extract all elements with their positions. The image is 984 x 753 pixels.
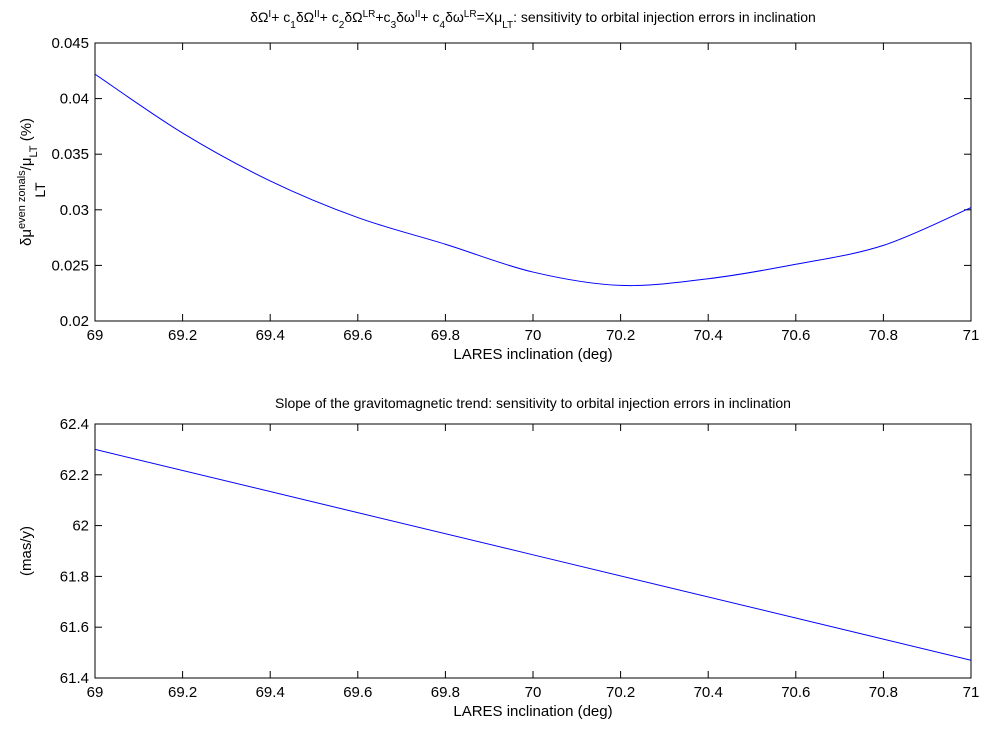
x-tick-label: 71 [963,684,980,701]
y-axis-label: (mas/y) [18,526,35,576]
x-tick-label: 70.8 [869,684,898,701]
y-tick-label: 0.045 [51,35,89,52]
x-tick-label: 70.4 [694,327,723,344]
plot-area [94,423,972,679]
x-tick-label: 69 [87,684,104,701]
x-tick-label: 69.2 [168,684,197,701]
y-axis-label-subscript: LT [32,182,48,198]
x-tick-label: 70.8 [869,327,898,344]
x-axis-label: LARES inclination (deg) [453,703,612,720]
x-tick-label: 69 [87,327,104,344]
x-tick-label: 69.8 [431,684,460,701]
y-tick-label: 62.4 [60,416,89,433]
x-tick-label: 70.6 [781,684,810,701]
x-tick-label: 70.2 [606,684,635,701]
y-tick-label: 0.02 [60,313,89,330]
x-tick-label: 69.2 [168,327,197,344]
chart-title: Slope of the gravitomagnetic trend: sens… [275,395,791,411]
x-tick-label: 69.6 [343,327,372,344]
y-tick-label: 62 [72,518,89,535]
series-line [95,448,971,661]
y-tick-label: 61.6 [60,619,89,636]
x-tick-label: 69.4 [256,684,285,701]
sensitivity-chart-panel: 69 69.2 69.4 69.6 69.8 70 70.2 70.4 70.6 70.8 71 0.… [16,9,979,364]
x-tick-label: 69.6 [343,684,372,701]
x-tick-label: 70.6 [781,327,810,344]
y-tick-label: 0.04 [60,91,89,108]
x-axis-label: LARES inclination (deg) [453,346,612,363]
y-tick-label: 61.4 [60,670,89,687]
x-tick-label: 69.8 [431,327,460,344]
y-tick-label: 0.025 [51,257,89,274]
x-tick-label: 70.4 [694,684,723,701]
slope-chart-panel: 69 69.2 69.4 69.6 69.8 70 70.2 70.4 70.6 70.8 71 61… [18,395,979,720]
x-tick-label: 69.4 [256,327,285,344]
x-tick-label: 70 [525,684,542,701]
x-tick-label: 70.2 [606,327,635,344]
x-tick-label: 70 [525,327,542,344]
x-tick-label: 71 [963,327,980,344]
series-line [95,73,971,287]
chart-title: δΩI+ c1δΩII+ c2δΩLR+c3δωII+ c4δωLR=XμLT:… [250,9,816,31]
y-tick-label: 0.035 [51,146,89,163]
y-tick-label: 0.03 [60,202,89,219]
y-tick-label: 62.2 [60,467,89,484]
y-axis-label: δμeven zonals/μLT (%) [16,118,40,246]
plot-area [94,42,972,322]
y-tick-label: 61.8 [60,568,89,585]
